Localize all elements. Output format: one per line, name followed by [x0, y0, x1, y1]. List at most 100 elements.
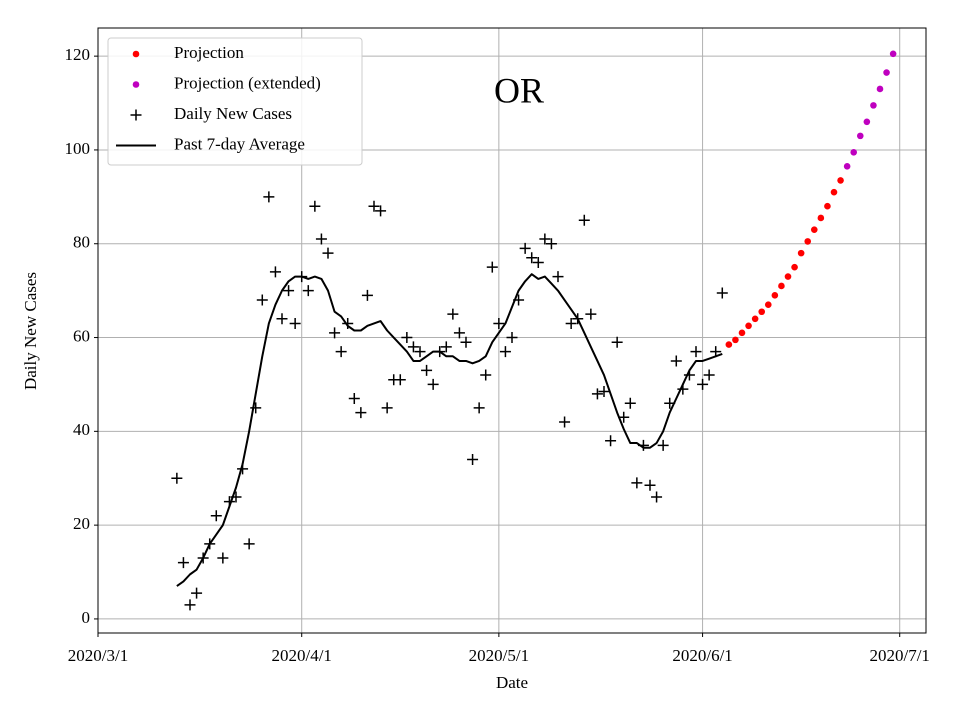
- case-marker: [210, 510, 222, 522]
- case-marker: [670, 355, 682, 367]
- case-marker: [703, 369, 715, 381]
- case-marker: [375, 205, 387, 217]
- projection-point: [843, 163, 851, 170]
- case-marker: [250, 402, 262, 414]
- case-marker: [414, 346, 426, 358]
- projection-point: [797, 249, 805, 257]
- projection-point: [883, 69, 890, 76]
- projection-point: [771, 292, 779, 299]
- case-marker: [716, 287, 728, 299]
- case-marker: [493, 317, 505, 329]
- y-tick-label: 40: [73, 420, 90, 439]
- case-marker: [368, 200, 380, 212]
- case-marker: [329, 327, 341, 339]
- case-marker: [499, 346, 511, 358]
- case-marker: [486, 261, 498, 273]
- projection-point: [758, 308, 766, 316]
- case-marker: [467, 453, 479, 465]
- projection-point: [863, 118, 871, 126]
- case-marker: [243, 538, 255, 550]
- case-marker: [559, 416, 571, 428]
- case-marker: [532, 256, 544, 268]
- projection-point: [725, 341, 733, 348]
- chart-title: OR: [494, 70, 544, 110]
- projection-point: [745, 322, 752, 330]
- case-marker: [690, 346, 702, 358]
- projection-point: [732, 336, 739, 344]
- case-marker: [447, 308, 459, 320]
- projection-point: [738, 329, 746, 337]
- x-tick-label: 2020/6/1: [672, 646, 732, 665]
- y-axis-label: Daily New Cases: [21, 272, 40, 390]
- projection-point: [889, 50, 897, 58]
- projection-point: [824, 202, 831, 210]
- projection-point: [804, 238, 812, 245]
- y-tick-label: 0: [82, 608, 91, 627]
- case-marker: [407, 341, 419, 353]
- case-marker: [651, 491, 663, 503]
- projection-point: [764, 301, 772, 309]
- projection-point: [837, 177, 844, 184]
- case-marker: [355, 407, 367, 419]
- legend-label: Past 7-day Average: [174, 134, 305, 153]
- case-marker: [460, 336, 472, 348]
- case-marker: [585, 308, 597, 320]
- case-marker: [184, 599, 196, 611]
- case-marker: [302, 285, 314, 297]
- projection-point: [751, 315, 759, 323]
- case-marker: [401, 332, 413, 344]
- y-tick-label: 100: [65, 139, 91, 158]
- case-marker: [256, 294, 268, 306]
- case-marker: [526, 252, 538, 264]
- legend-label: Projection: [174, 43, 244, 62]
- case-marker: [381, 402, 393, 414]
- case-marker: [644, 479, 656, 491]
- case-marker: [440, 341, 452, 353]
- case-marker: [506, 332, 518, 344]
- case-marker: [283, 285, 295, 297]
- case-marker: [473, 402, 485, 414]
- case-marker: [309, 200, 321, 212]
- x-tick-label: 2020/4/1: [271, 646, 331, 665]
- case-marker: [611, 336, 623, 348]
- case-marker: [342, 317, 354, 329]
- case-marker: [335, 346, 347, 358]
- legend-swatch: [132, 81, 140, 88]
- case-marker: [657, 439, 669, 451]
- projection-point: [778, 282, 785, 290]
- axes: 0 20 40 60 80 100 120 2020/3/1 2020/4/1 2020/5/1 2…: [65, 45, 930, 665]
- case-marker: [539, 233, 551, 245]
- case-marker: [269, 266, 281, 278]
- y-tick-label: 60: [73, 326, 90, 345]
- case-marker: [605, 435, 617, 447]
- legend-swatch: [132, 50, 140, 58]
- case-marker: [552, 271, 564, 283]
- case-marker: [348, 393, 360, 405]
- legend: Projection Projection (extended) Daily New…: [107, 37, 363, 166]
- case-marker: [598, 385, 610, 397]
- case-marker: [480, 369, 492, 381]
- average-line: [176, 273, 723, 587]
- x-tick-label: 2020/3/1: [68, 646, 128, 665]
- projection-point: [810, 226, 818, 233]
- case-marker: [453, 327, 465, 339]
- x-axis-label: Date: [496, 673, 528, 692]
- x-tick-label: 2020/5/1: [469, 646, 529, 665]
- case-marker: [217, 552, 229, 564]
- y-tick-label: 80: [73, 233, 90, 252]
- legend-label: Projection (extended): [174, 73, 321, 92]
- legend-box: [107, 37, 363, 166]
- case-marker: [421, 364, 433, 376]
- case-marker: [624, 397, 636, 409]
- case-marker: [519, 242, 531, 254]
- legend-swatch: [130, 109, 142, 121]
- projection-point: [850, 148, 858, 156]
- case-marker: [361, 289, 373, 301]
- projection-point: [870, 102, 877, 109]
- case-marker: [322, 247, 334, 259]
- projection-point: [830, 188, 838, 196]
- marks: [171, 50, 897, 611]
- case-marker: [427, 378, 439, 390]
- case-marker: [394, 374, 406, 386]
